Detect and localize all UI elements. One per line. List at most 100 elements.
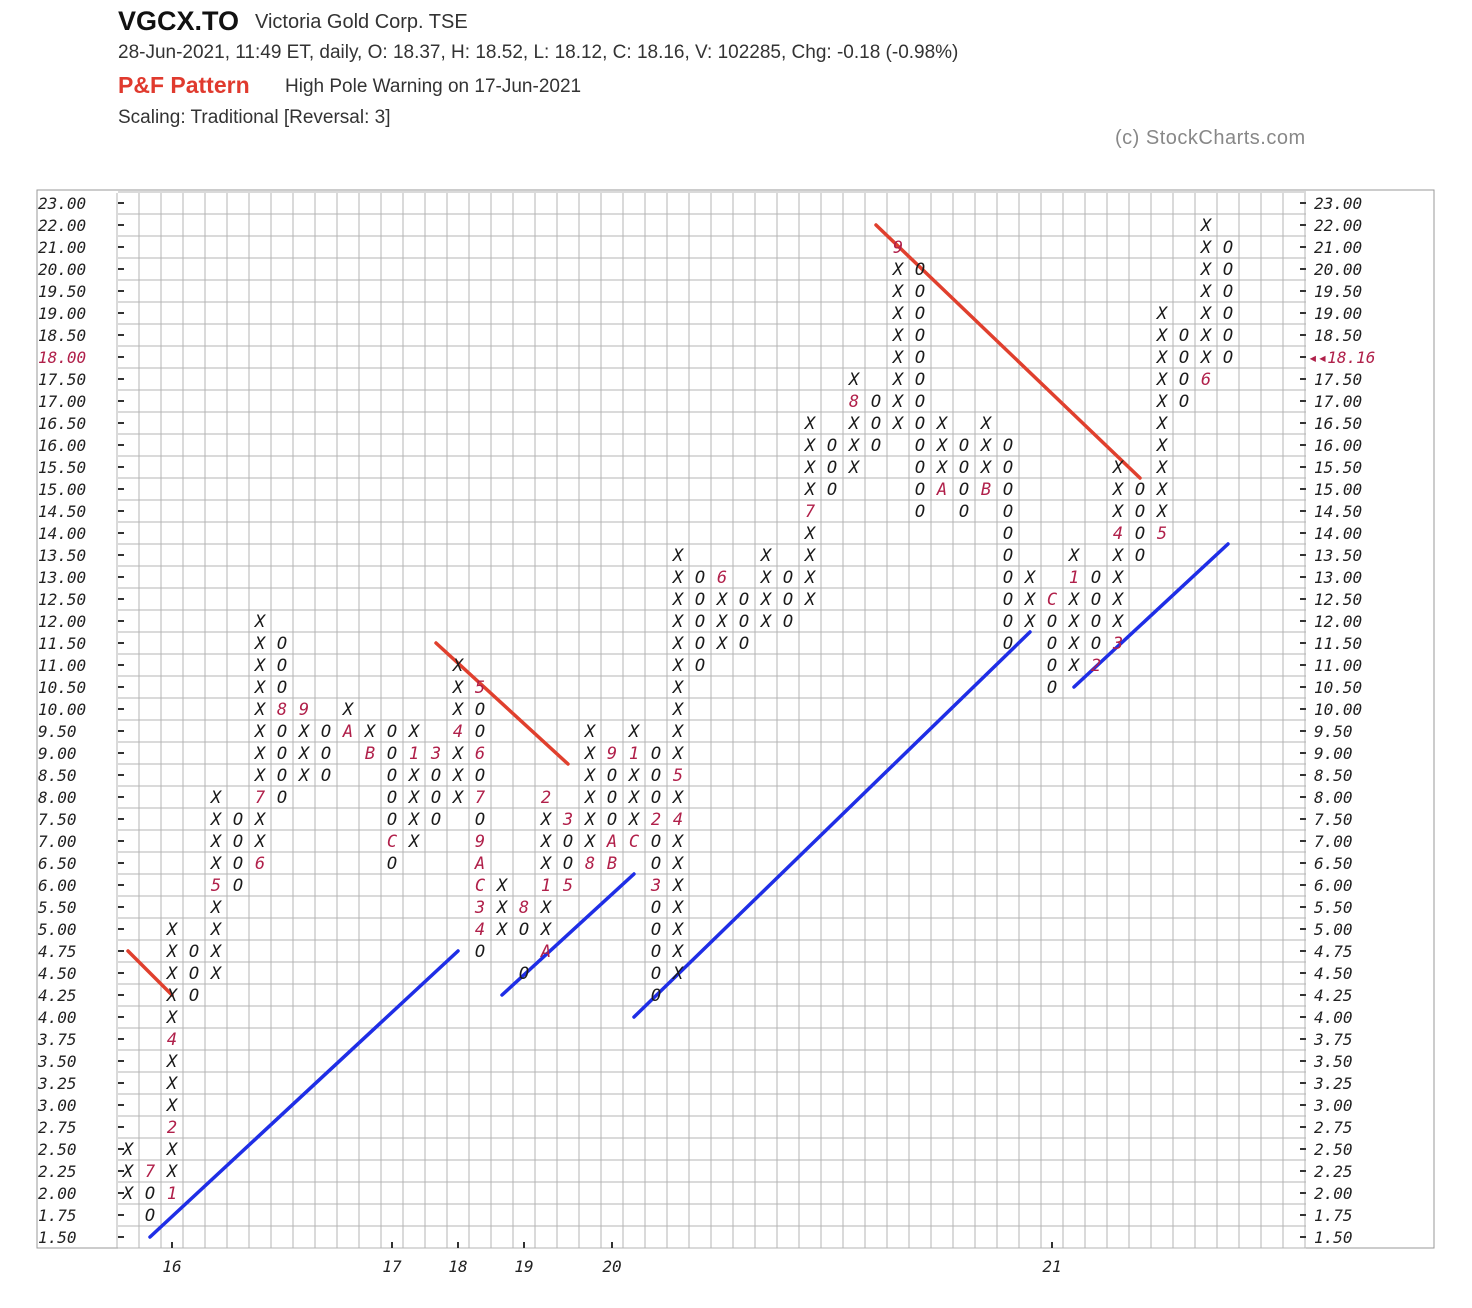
o-mark: O: [871, 392, 881, 412]
x-mark: X: [847, 370, 861, 390]
x-mark: X: [253, 700, 267, 720]
o-mark: O: [431, 810, 441, 830]
x-mark: X: [1199, 282, 1213, 302]
o-mark: O: [1003, 612, 1013, 632]
x-mark: X: [209, 788, 223, 808]
x-mark: X: [1199, 304, 1213, 324]
o-mark: O: [233, 832, 243, 852]
month-marker: 4: [475, 920, 485, 940]
x-mark: X: [847, 458, 861, 478]
y-axis-label-left: 16.00: [38, 436, 86, 455]
y-axis-label-left: 13.50: [38, 546, 86, 565]
o-mark: O: [915, 502, 925, 522]
y-axis-label-left: 18.00: [38, 348, 86, 367]
y-axis-label-left: 12.00: [38, 612, 86, 631]
x-mark: X: [165, 964, 179, 984]
x-mark: X: [715, 590, 729, 610]
o-mark: O: [519, 920, 529, 940]
y-axis-label-right: 3.75: [1313, 1030, 1353, 1049]
y-axis-label-left: 7.50: [38, 810, 77, 829]
o-mark: O: [783, 590, 793, 610]
y-axis-label-left: 2.00: [38, 1184, 77, 1203]
o-mark: O: [651, 766, 661, 786]
x-mark: X: [583, 832, 597, 852]
o-mark: O: [277, 678, 287, 698]
x-mark: X: [495, 876, 509, 896]
o-mark: O: [475, 700, 485, 720]
y-axis-label-right: 17.00: [1314, 392, 1362, 411]
o-mark: O: [915, 348, 925, 368]
x-mark: X: [1155, 392, 1169, 412]
x-mark: X: [165, 920, 179, 940]
x-mark: X: [1067, 590, 1081, 610]
y-axis-label-left: 17.50: [38, 370, 86, 389]
x-mark: X: [803, 436, 817, 456]
x-axis-label: 21: [1042, 1257, 1061, 1276]
x-mark: X: [253, 766, 267, 786]
x-mark: X: [209, 832, 223, 852]
month-marker: 8: [585, 854, 595, 874]
o-mark: O: [475, 766, 485, 786]
x-mark: X: [803, 458, 817, 478]
o-mark: O: [871, 414, 881, 434]
o-mark: O: [1003, 458, 1013, 478]
o-mark: O: [1135, 502, 1145, 522]
y-axis-label-right: 2.00: [1314, 1184, 1353, 1203]
o-mark: O: [277, 766, 287, 786]
o-mark: O: [783, 568, 793, 588]
pattern-description: High Pole Warning on 17-Jun-2021: [285, 76, 582, 97]
x-mark: X: [407, 832, 421, 852]
x-mark: X: [1111, 590, 1125, 610]
o-mark: O: [189, 942, 199, 962]
y-axis-label-right: 14.00: [1314, 524, 1362, 543]
x-mark: X: [539, 854, 553, 874]
x-mark: X: [121, 1140, 135, 1160]
month-marker: B: [981, 480, 991, 500]
x-mark: X: [209, 854, 223, 874]
x-mark: X: [891, 326, 905, 346]
x-mark: X: [341, 700, 355, 720]
month-marker: 2: [541, 788, 551, 808]
o-mark: O: [1179, 392, 1189, 412]
x-mark: X: [1111, 612, 1125, 632]
bullish-support-line: [148, 949, 460, 1239]
y-axis-label-right: 8.00: [1314, 788, 1353, 807]
month-marker: 1: [167, 1184, 177, 1204]
y-axis-label-right: 7.00: [1314, 832, 1353, 851]
month-marker: 9: [475, 832, 485, 852]
x-mark: X: [1111, 546, 1125, 566]
y-axis-label-left: 8.00: [38, 788, 77, 807]
x-mark: X: [671, 744, 685, 764]
bearish-resistance-line: [434, 641, 570, 766]
x-mark: X: [1155, 414, 1169, 434]
y-axis-label-left: 5.50: [38, 898, 77, 917]
o-mark: O: [277, 744, 287, 764]
x-mark: X: [363, 722, 377, 742]
month-marker: 5: [475, 678, 485, 698]
x-mark: X: [671, 546, 685, 566]
x-mark: X: [671, 678, 685, 698]
x-mark: X: [803, 480, 817, 500]
y-axis-label-right: 21.00: [1314, 238, 1362, 257]
o-mark: O: [387, 854, 397, 874]
bearish-resistance-line: [126, 949, 174, 997]
o-mark: O: [475, 942, 485, 962]
y-axis-label-right: 3.00: [1313, 1096, 1353, 1115]
x-mark: X: [627, 810, 641, 830]
y-axis-label-right: 3.50: [1313, 1052, 1353, 1071]
x-axis-label: 16: [162, 1257, 181, 1276]
y-axis-label-right: 13.00: [1314, 568, 1362, 587]
x-mark: X: [407, 810, 421, 830]
month-marker: C: [1047, 590, 1058, 610]
y-axis-label-left: 5.00: [38, 920, 77, 939]
x-mark: X: [451, 700, 465, 720]
o-mark: O: [321, 766, 331, 786]
x-mark: X: [1155, 502, 1169, 522]
x-mark: X: [253, 810, 267, 830]
o-mark: O: [739, 590, 749, 610]
month-marker: 3: [1112, 634, 1123, 654]
x-mark: X: [539, 898, 553, 918]
x-mark: X: [671, 634, 685, 654]
y-axis-label-left: 2.25: [38, 1162, 77, 1181]
x-mark: X: [627, 722, 641, 742]
